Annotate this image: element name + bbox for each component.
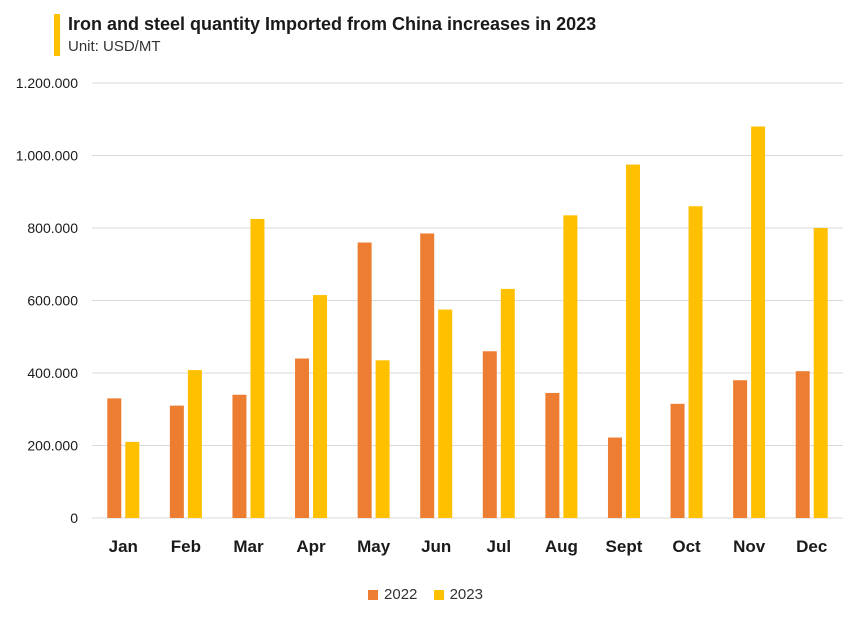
x-tick-label-mar: Mar: [233, 537, 264, 556]
y-tick-label: 400.000: [27, 365, 78, 381]
bar-2022-may: [357, 242, 372, 518]
x-tick-label-aug: Aug: [545, 537, 578, 556]
y-tick-label: 1.000.000: [16, 148, 78, 164]
legend-item-2022: 2022: [368, 586, 417, 603]
x-tick-label-jun: Jun: [421, 537, 451, 556]
bar-2022-jun: [420, 233, 435, 518]
bar-2023-dec: [813, 228, 828, 518]
bar-2022-mar: [232, 394, 247, 518]
bar-2023-oct: [688, 206, 703, 518]
legend-label-2022: 2022: [384, 586, 418, 603]
x-axis-ticks: Jan Feb Mar Apr May Jun Jul Aug Sept Oct Nov Dec: [109, 537, 828, 556]
bar-2022-sept: [607, 437, 622, 518]
chart-subtitle: Unit: USD/MT: [68, 38, 161, 55]
bar-2023-jan: [125, 441, 140, 518]
bar-2023-aug: [563, 215, 578, 518]
y-tick-label: 0: [70, 510, 78, 526]
x-tick-label-jul: Jul: [487, 537, 512, 556]
bar-2022-nov: [733, 380, 748, 518]
y-tick-label: 200.000: [27, 438, 78, 454]
y-tick-label: 600.000: [27, 293, 78, 309]
x-tick-label-dec: Dec: [796, 537, 827, 556]
bar-2023-sept: [625, 164, 640, 518]
y-axis-ticks: 0 200.000 400.000 600.000 800.000 1.000.000 1.…: [16, 75, 79, 526]
bar-2022-feb: [169, 405, 184, 518]
y-tick-label: 1.200.000: [16, 75, 78, 91]
bar-2023-feb: [187, 370, 202, 518]
legend-label-2023: 2023: [449, 586, 483, 603]
bar-2022-dec: [795, 371, 810, 518]
x-tick-label-nov: Nov: [733, 537, 766, 556]
x-tick-label-may: May: [357, 537, 391, 556]
legend-swatch-2022: [368, 589, 379, 600]
bar-2023-mar: [250, 218, 265, 518]
x-tick-label-feb: Feb: [171, 537, 201, 556]
title-accent-bar: [54, 14, 60, 56]
x-tick-label-apr: Apr: [296, 537, 326, 556]
legend: 2022 2023: [0, 586, 851, 604]
bar-2022-jul: [482, 351, 497, 518]
chart-title: Iron and steel quantity Imported from Ch…: [68, 14, 597, 34]
bar-2022-oct: [670, 403, 685, 518]
y-tick-label: 800.000: [27, 220, 78, 236]
x-tick-label-jan: Jan: [109, 537, 138, 556]
gridlines: [92, 82, 843, 519]
bar-2023-jun: [438, 309, 453, 518]
bar-2023-nov: [751, 126, 766, 518]
x-tick-label-oct: Oct: [672, 537, 701, 556]
bar-2022-aug: [545, 392, 560, 518]
bar-2022-apr: [295, 358, 310, 518]
legend-swatch-2023: [433, 589, 444, 600]
bar-2023-apr: [313, 295, 328, 518]
bars: [107, 126, 828, 518]
bar-2022-jan: [107, 398, 122, 518]
x-tick-label-sept: Sept: [606, 537, 643, 556]
legend-item-2023: 2023: [433, 586, 483, 603]
bar-2023-jul: [500, 288, 515, 518]
bar-2023-may: [375, 360, 390, 518]
